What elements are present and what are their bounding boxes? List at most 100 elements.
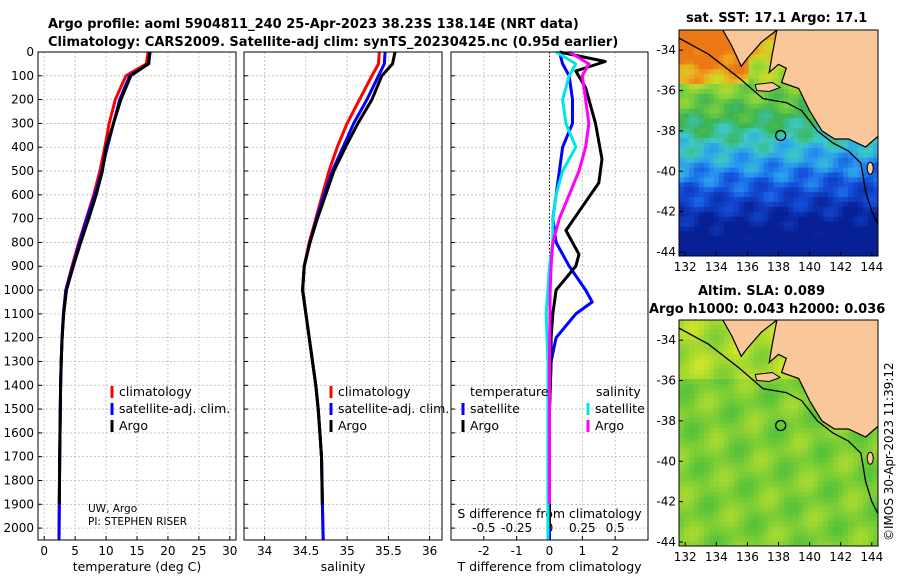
legend-salinity-heading: salinity: [596, 384, 641, 399]
x-axis-label: T difference from climatology: [456, 559, 642, 574]
y-tick-label: 1300: [3, 354, 34, 368]
s-tick-label: 0.5: [606, 521, 625, 535]
legend-satellite: satellite-adj. clim.: [119, 401, 230, 416]
plot-frame: [243, 51, 443, 541]
y-tick-label: 800: [11, 235, 34, 249]
credit-line2: PI: STEPHEN RISER: [88, 516, 187, 528]
salinity-panel: 34 34.5 35 35.5 36 salinity: [243, 51, 443, 574]
series-satellite-adj-clim-: [57, 51, 152, 541]
y-tick-label: 1500: [3, 402, 34, 416]
y-tick-label: 1200: [3, 331, 34, 345]
map-lon-label: 142: [829, 550, 852, 564]
y-tick-label: 400: [11, 140, 34, 154]
map-lat-label: -36: [656, 84, 676, 98]
series-argo: [301, 51, 397, 505]
x-tick-label: 10: [98, 544, 113, 558]
float-position-marker: [775, 419, 787, 432]
map-lon-label: 134: [705, 260, 728, 274]
s-tick-label: 0.25: [569, 521, 596, 535]
map-lon-label: 132: [674, 550, 697, 564]
x-tick-label: 20: [160, 544, 175, 558]
map-top-title: sat. SST: 17.1 Argo: 17.1: [686, 11, 867, 26]
y-tick-label: 500: [11, 164, 34, 178]
x-tick-label: 1: [579, 544, 587, 558]
land-mass: [722, 30, 878, 148]
y-tick-label: 1900: [3, 497, 34, 511]
plot-frame: [450, 51, 649, 541]
x-tick-label: 34: [257, 544, 272, 558]
series-satellite-adj-clim-: [301, 51, 387, 541]
y-tick-label: 1100: [3, 307, 34, 321]
map-lon-label: 134: [705, 550, 728, 564]
x-tick-label: 35: [339, 544, 354, 558]
shelf-contour: [679, 327, 878, 514]
x-tick-label: 5: [71, 544, 79, 558]
y-tick-label: 2000: [3, 521, 34, 535]
y-tick-label: 300: [11, 116, 34, 130]
series-salinity-satellite: [544, 50, 578, 540]
credit-line1: UW, Argo: [88, 503, 137, 515]
x-tick-label: -1: [511, 544, 523, 558]
y-tick-label: 1700: [3, 450, 34, 464]
y-tick-label: 200: [11, 93, 34, 107]
map-lat-label: -40: [656, 454, 676, 468]
map-lon-label: 144: [860, 260, 883, 274]
series-climatology: [301, 51, 381, 541]
x-tick-label: 30: [222, 544, 237, 558]
x-tick-label: 0: [546, 544, 554, 558]
float-position-marker: [775, 129, 787, 142]
map-lat-label: -34: [656, 43, 676, 57]
map-lon-label: 142: [829, 260, 852, 274]
y-tick-label: 100: [11, 69, 34, 83]
map-area: [679, 30, 878, 256]
map-lon-label: 140: [798, 260, 821, 274]
y-tick-label: 1000: [3, 283, 34, 297]
s-tick-label: -0.25: [501, 521, 532, 535]
imos-watermark: ©IMOS 30-Apr-2023 11:39:12: [882, 362, 896, 541]
y-tick-label: 700: [11, 212, 34, 226]
king-island: [866, 161, 874, 175]
temperature-panel: 0100200300400500600700800900100011001200…: [3, 45, 237, 574]
legend-sal-argo: Argo: [595, 418, 624, 433]
land-mass: [722, 320, 878, 438]
legend-argo: Argo: [119, 418, 148, 433]
x-tick-label: 2: [611, 544, 619, 558]
legend-temp-argo: Argo: [470, 418, 499, 433]
series-argo: [57, 51, 152, 505]
x-tick-label: 35.5: [375, 544, 402, 558]
map-lon-label: 144: [860, 550, 883, 564]
temperature-legend: climatology satellite-adj. clim. Argo: [110, 384, 230, 433]
x-axis-label: salinity: [321, 559, 366, 574]
map-lat-label: -44: [656, 245, 676, 259]
x-axis-label: temperature (deg C): [73, 559, 202, 574]
x-tick-label: 36: [422, 544, 437, 558]
map-lon-label: 138: [767, 260, 790, 274]
map-bottom-title2: Argo h1000: 0.043 h2000: 0.036: [649, 302, 885, 317]
main-title-line2: Climatology: CARS2009. Satellite-adj cli…: [48, 35, 618, 50]
legend-satellite-sal: satellite-adj. clim.: [338, 401, 449, 416]
map-lon-label: 138: [767, 550, 790, 564]
map-lat-label: -44: [656, 535, 676, 549]
kangaroo-island: [754, 81, 782, 93]
shelf-contour: [679, 37, 878, 224]
y-tick-label: 1800: [3, 473, 34, 487]
x-tick-label: 25: [191, 544, 206, 558]
king-island: [866, 451, 874, 465]
legend-temp-satellite: satellite: [470, 401, 520, 416]
x-tick-label: 15: [129, 544, 144, 558]
map-lon-label: 140: [798, 550, 821, 564]
plot-frame: [37, 51, 237, 541]
y-tick-label: 600: [11, 188, 34, 202]
legend-sal-satellite: satellite: [595, 401, 645, 416]
map-lat-label: -42: [656, 205, 676, 219]
x-tick-label: 0: [40, 544, 48, 558]
main-title-line1: Argo profile: aoml 5904811_240 25-Apr-20…: [48, 17, 579, 32]
map-lat-label: -34: [656, 333, 676, 347]
kangaroo-island: [754, 371, 782, 383]
x-tick-label: -2: [478, 544, 490, 558]
map-bottom-title1: Altim. SLA: 0.089: [698, 284, 825, 299]
legend-climatology-sal: climatology: [338, 384, 411, 399]
